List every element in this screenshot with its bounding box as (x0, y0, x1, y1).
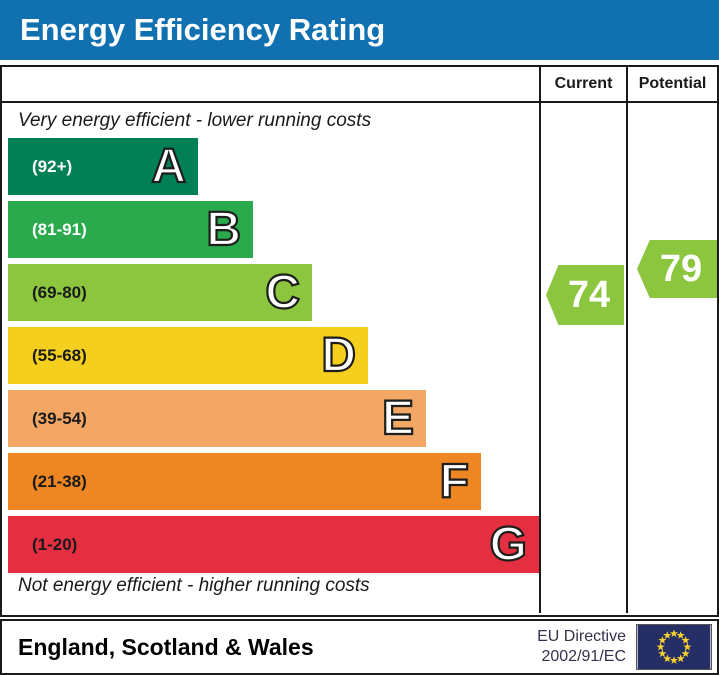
top-note: Very energy efficient - lower running co… (18, 110, 372, 131)
band-c-range: (69-80) (32, 282, 87, 302)
band-g-range: (1-20) (32, 534, 78, 554)
current-rating-marker: 74 (546, 265, 624, 325)
page-title: Energy Efficiency Rating (20, 12, 386, 47)
band-e-range: (39-54) (32, 408, 87, 428)
band-f-range: (21-38) (32, 471, 87, 491)
band-e: (39-54) E (8, 390, 426, 447)
current-rating-value: 74 (567, 273, 611, 316)
potential-rating-value: 79 (659, 247, 703, 290)
band-a-letter: A (150, 139, 187, 194)
eu-flag-icon (636, 624, 712, 670)
title-bar: Energy Efficiency Rating (0, 0, 719, 60)
eu-directive-label: EU Directive 2002/91/EC (537, 627, 626, 667)
band-f: (21-38) F (8, 453, 481, 510)
eu-directive-line2: 2002/91/EC (541, 648, 626, 665)
band-f-letter: F (439, 454, 471, 509)
region-label: England, Scotland & Wales (18, 633, 314, 660)
potential-header-label: Potential (638, 75, 707, 92)
bands-column: Very energy efficient - lower running co… (2, 103, 541, 613)
current-column-header: Current (541, 67, 628, 101)
band-d-letter: D (320, 328, 357, 383)
bottom-note: Not energy efficient - higher running co… (18, 575, 370, 596)
band-c-letter: C (264, 265, 301, 320)
footer-bar: England, Scotland & Wales EU Directive 2… (0, 619, 719, 675)
band-d: (55-68) D (8, 327, 368, 384)
band-a: (92+) A (8, 138, 198, 195)
table-header-row: Current Potential (2, 67, 717, 103)
current-header-label: Current (554, 75, 613, 92)
potential-rating-marker: 79 (637, 240, 717, 298)
band-d-range: (55-68) (32, 345, 87, 365)
band-a-range: (92+) (32, 156, 73, 176)
band-e-letter: E (381, 391, 415, 446)
table-body: Very energy efficient - lower running co… (2, 103, 717, 613)
rating-bands: (92+) A (81-91) B (69-80) C (55-68) D (8, 138, 539, 579)
current-column: 74 (541, 103, 628, 613)
potential-column-header: Potential (628, 67, 717, 101)
rating-table: Current Potential Very energy efficient … (0, 65, 719, 617)
band-g: (1-20) G (8, 516, 539, 573)
header-spacer-cell (2, 67, 541, 101)
potential-column: 79 (628, 103, 717, 613)
band-b-letter: B (205, 202, 242, 257)
band-b-range: (81-91) (32, 219, 87, 239)
band-g-letter: G (489, 517, 529, 572)
band-c: (69-80) C (8, 264, 312, 321)
band-b: (81-91) B (8, 201, 253, 258)
eu-directive-line1: EU Directive (537, 628, 626, 645)
